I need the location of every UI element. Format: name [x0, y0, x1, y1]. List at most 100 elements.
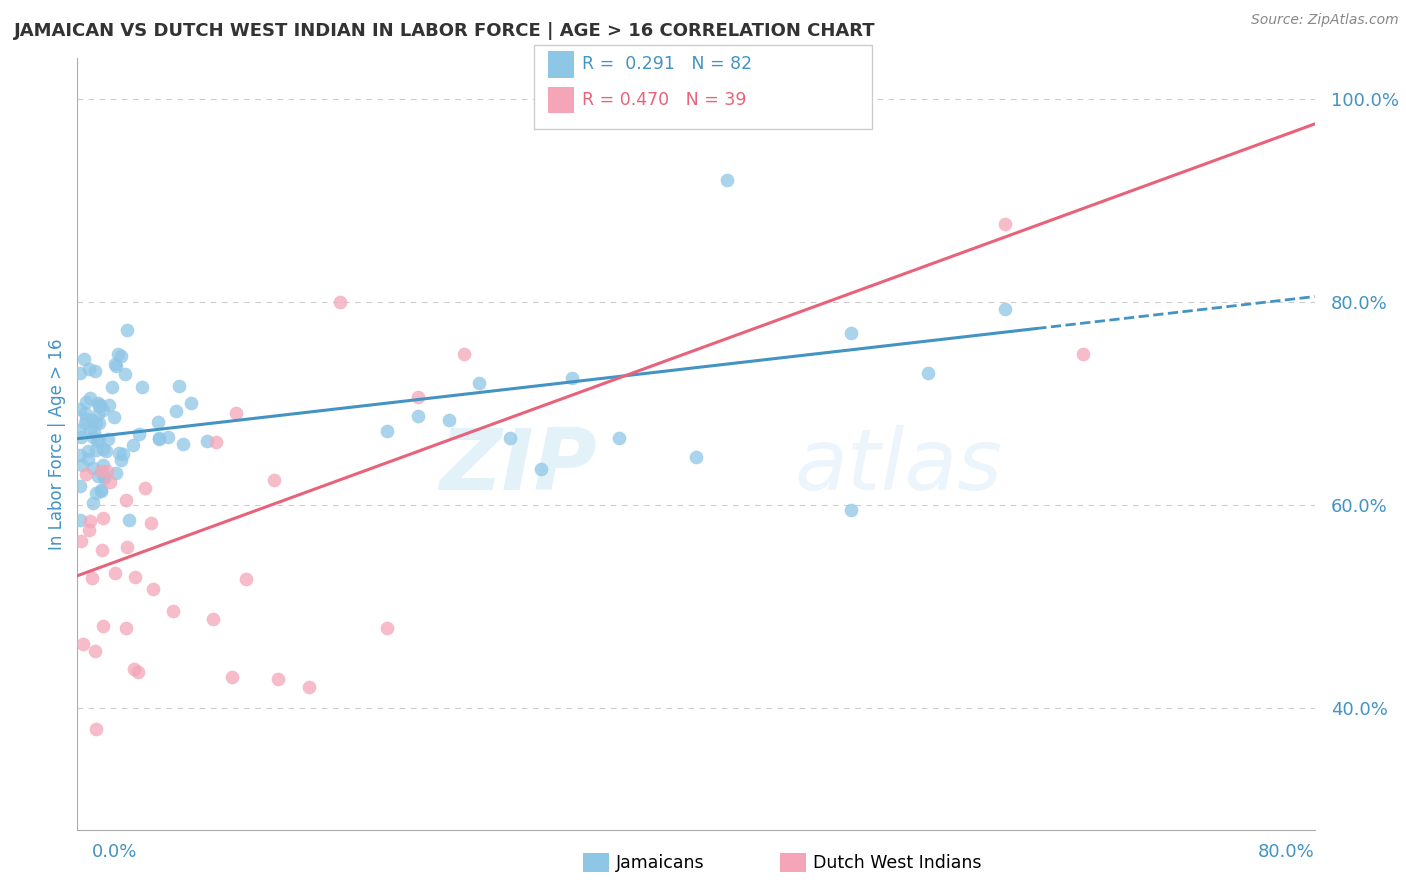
Point: [69, 366, 91, 380]
Point: [75, 467, 97, 482]
Text: Source: ZipAtlas.com: Source: ZipAtlas.com: [1251, 13, 1399, 28]
Point: [69, 402, 91, 417]
Point: [839, 502, 862, 516]
Point: [128, 427, 150, 442]
Point: [162, 604, 184, 618]
Point: [77, 444, 100, 458]
Point: [148, 432, 170, 446]
Point: [96, 464, 118, 478]
Point: [263, 474, 285, 488]
Point: [69, 423, 91, 437]
Point: [87, 407, 110, 421]
Point: [97, 432, 120, 446]
Point: [90, 483, 112, 498]
Point: [134, 481, 156, 495]
Point: [105, 466, 128, 480]
Point: [69, 448, 91, 462]
Point: [499, 431, 522, 445]
Point: [91, 543, 114, 558]
Point: [1071, 347, 1094, 361]
Text: R =  0.291   N = 82: R = 0.291 N = 82: [582, 55, 752, 73]
Point: [131, 380, 153, 394]
Point: [561, 371, 583, 385]
Point: [221, 670, 243, 684]
Point: [329, 294, 352, 309]
Point: [87, 396, 110, 410]
Point: [100, 379, 122, 393]
Point: [157, 430, 180, 444]
Point: [839, 326, 862, 340]
Point: [75, 416, 97, 430]
Point: [375, 425, 398, 439]
Y-axis label: In Labor Force | Age > 16: In Labor Force | Age > 16: [48, 338, 66, 549]
Point: [142, 582, 165, 597]
Point: [105, 359, 128, 373]
Point: [77, 524, 100, 538]
Point: [716, 173, 738, 187]
Point: [267, 673, 290, 687]
Point: [87, 399, 110, 413]
Point: [84, 416, 107, 430]
Point: [110, 349, 132, 363]
Point: [437, 413, 460, 427]
Point: [72, 637, 94, 651]
Text: Jamaicans: Jamaicans: [616, 854, 704, 871]
Point: [69, 512, 91, 526]
Point: [169, 379, 191, 393]
Point: [172, 437, 194, 451]
Point: [91, 458, 114, 473]
Point: [235, 572, 257, 586]
Point: [90, 483, 112, 497]
Point: [146, 415, 169, 429]
Text: 0.0%: 0.0%: [91, 843, 136, 861]
Point: [89, 398, 111, 412]
Point: [75, 395, 97, 409]
Point: [93, 471, 115, 485]
Point: [84, 486, 107, 500]
Point: [205, 435, 228, 450]
Point: [70, 458, 93, 472]
Point: [96, 444, 118, 458]
Point: [115, 323, 138, 337]
Point: [685, 450, 707, 464]
Point: [69, 479, 91, 493]
Point: [180, 396, 202, 410]
Point: [994, 217, 1017, 231]
Point: [91, 619, 114, 633]
Point: [117, 541, 139, 555]
Point: [79, 391, 101, 405]
Point: [87, 468, 110, 483]
Point: [115, 621, 138, 635]
Point: [80, 571, 103, 585]
Point: [124, 570, 146, 584]
Point: [93, 511, 115, 525]
Point: [122, 662, 145, 676]
Point: [79, 425, 101, 439]
Point: [148, 431, 170, 445]
Point: [75, 411, 97, 425]
Point: [115, 493, 138, 508]
Point: [91, 442, 114, 457]
Point: [90, 464, 112, 478]
Point: [530, 462, 553, 476]
Point: [607, 431, 630, 445]
Point: [98, 475, 121, 489]
Point: [83, 643, 105, 657]
Point: [108, 446, 131, 460]
Point: [84, 364, 107, 378]
Text: 80.0%: 80.0%: [1258, 843, 1315, 861]
Point: [75, 406, 97, 420]
Point: [86, 434, 108, 448]
Point: [118, 513, 141, 527]
Point: [107, 347, 129, 361]
Point: [83, 425, 105, 439]
Point: [91, 403, 114, 417]
Point: [79, 514, 101, 528]
Point: [468, 376, 491, 390]
Point: [73, 352, 96, 367]
Point: [225, 406, 247, 420]
Point: [141, 516, 163, 530]
Point: [994, 302, 1017, 317]
Point: [195, 434, 218, 449]
Point: [82, 413, 104, 427]
